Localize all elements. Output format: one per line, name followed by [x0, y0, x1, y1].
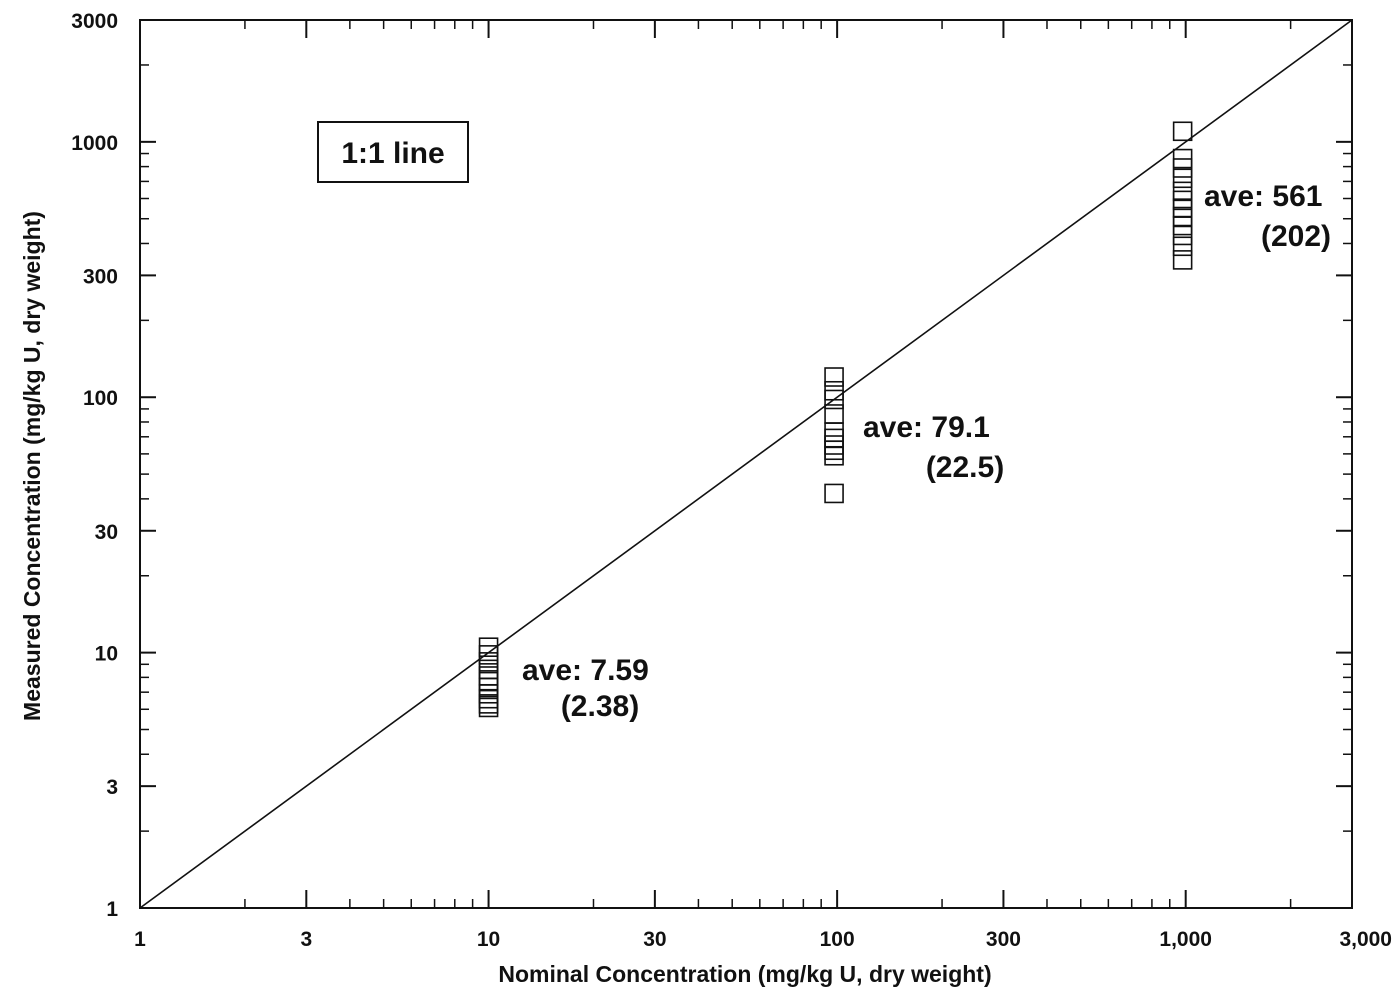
y-tick-label: 300	[83, 265, 118, 288]
data-point	[478, 659, 499, 680]
data-point	[824, 483, 844, 504]
data-point	[1172, 215, 1193, 236]
data-point	[824, 389, 844, 410]
annotation-sd: (22.5)	[926, 451, 1004, 484]
data-point	[1172, 250, 1193, 270]
data-points	[478, 121, 1193, 718]
annotation-average: ave: 7.59	[522, 654, 649, 687]
data-point	[1172, 158, 1193, 178]
one-to-one-line	[139, 19, 1353, 909]
x-tick-label: 10	[477, 928, 500, 951]
data-point	[1172, 236, 1193, 257]
x-tick-label: 100	[820, 928, 855, 951]
x-tick-label: 30	[643, 928, 666, 951]
plot-frame	[139, 19, 1353, 909]
x-axis-title: Nominal Concentration (mg/kg U, dry weig…	[498, 961, 991, 987]
data-point	[824, 428, 844, 449]
y-tick-label: 1000	[71, 132, 118, 155]
y-tick-label: 10	[95, 643, 118, 666]
data-point	[478, 683, 499, 704]
data-point	[478, 694, 499, 714]
x-axis: 1 3 10 30 100 300 1,000 3,000	[134, 20, 1392, 951]
x-tick-label: 3,000	[1339, 928, 1392, 951]
legend-frame	[317, 121, 469, 183]
data-point	[824, 435, 844, 455]
y-axis: 1 3 10 30 100 300 1000 3000	[71, 10, 1352, 921]
data-point	[824, 440, 844, 461]
legend-box: 1:1 line	[317, 121, 469, 183]
annotation-sd: (2.38)	[561, 690, 639, 723]
annotation-average: ave: 79.1	[863, 411, 990, 444]
data-point	[478, 671, 499, 692]
data-point	[1172, 225, 1193, 246]
annotation-sd: (202)	[1261, 220, 1331, 253]
y-tick-label: 30	[95, 521, 118, 544]
data-point	[1172, 168, 1193, 189]
average-annotations: ave: 7.59(2.38) ave: 79.1 (22.5) ave: 561 (2…	[522, 180, 1331, 723]
x-tick-label: 1	[134, 928, 146, 951]
data-point	[824, 367, 844, 387]
y-tick-label: 100	[83, 387, 118, 410]
y-tick-label: 3000	[71, 10, 118, 33]
annotation-average: ave: 561	[1204, 180, 1322, 213]
data-point	[824, 422, 844, 442]
y-tick-label: 3	[106, 776, 118, 799]
data-point	[824, 445, 844, 466]
x-tick-label: 3	[300, 928, 312, 951]
data-point	[478, 697, 499, 718]
x-tick-label: 1,000	[1159, 928, 1212, 951]
legend-label: 1:1 line	[341, 137, 444, 170]
data-point	[478, 666, 499, 686]
data-point	[478, 677, 499, 698]
data-point	[1172, 121, 1193, 142]
data-point	[824, 404, 844, 424]
y-axis-title: Measured Concentration (mg/kg U, dry wei…	[19, 211, 45, 721]
x-tick-label: 300	[986, 928, 1021, 951]
y-tick-label: 1	[106, 898, 118, 921]
